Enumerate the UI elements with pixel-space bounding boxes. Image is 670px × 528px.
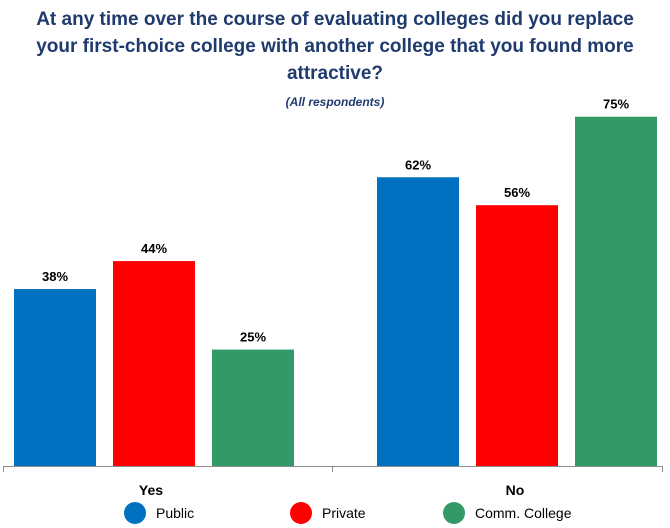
legend-swatch-private xyxy=(290,502,312,524)
chart-subtitle: (All respondents) xyxy=(285,95,385,109)
data-label-yes-0: 38% xyxy=(42,269,68,284)
bar-no-comm-college xyxy=(575,116,657,466)
data-label-yes-2: 25% xyxy=(240,330,266,345)
bar-no-private xyxy=(476,205,558,466)
x-tick-label-no: No xyxy=(506,482,525,498)
legend-item-public: Public xyxy=(124,501,194,525)
chart-title: At any time over the course of evaluatin… xyxy=(36,9,634,84)
axis-group: Yes No xyxy=(3,466,663,498)
legend-label-comm-college: Comm. College xyxy=(475,505,572,521)
data-label-no-0: 62% xyxy=(405,157,431,172)
data-label-yes-1: 44% xyxy=(141,241,167,256)
legend-item-comm-college: Comm. College xyxy=(443,501,571,525)
data-label-no-2: 75% xyxy=(603,97,629,112)
legend-label-public: Public xyxy=(156,505,195,521)
bars-group xyxy=(14,116,657,467)
data-label-no-1: 56% xyxy=(504,185,530,200)
x-tick-label-yes: Yes xyxy=(139,482,163,498)
legend-swatch-public xyxy=(124,502,146,524)
bar-yes-public xyxy=(14,289,96,466)
legend: Public Private Comm. College xyxy=(0,501,670,525)
legend-label-private: Private xyxy=(322,505,366,521)
data-labels-group: 38% 44% 25% 62% 56% 75% xyxy=(42,97,629,345)
bar-yes-private xyxy=(113,261,195,466)
bar-yes-comm-college xyxy=(212,349,294,466)
legend-item-private: Private xyxy=(290,501,366,525)
legend-swatch-comm-college xyxy=(443,502,465,524)
bar-no-public xyxy=(377,177,459,467)
